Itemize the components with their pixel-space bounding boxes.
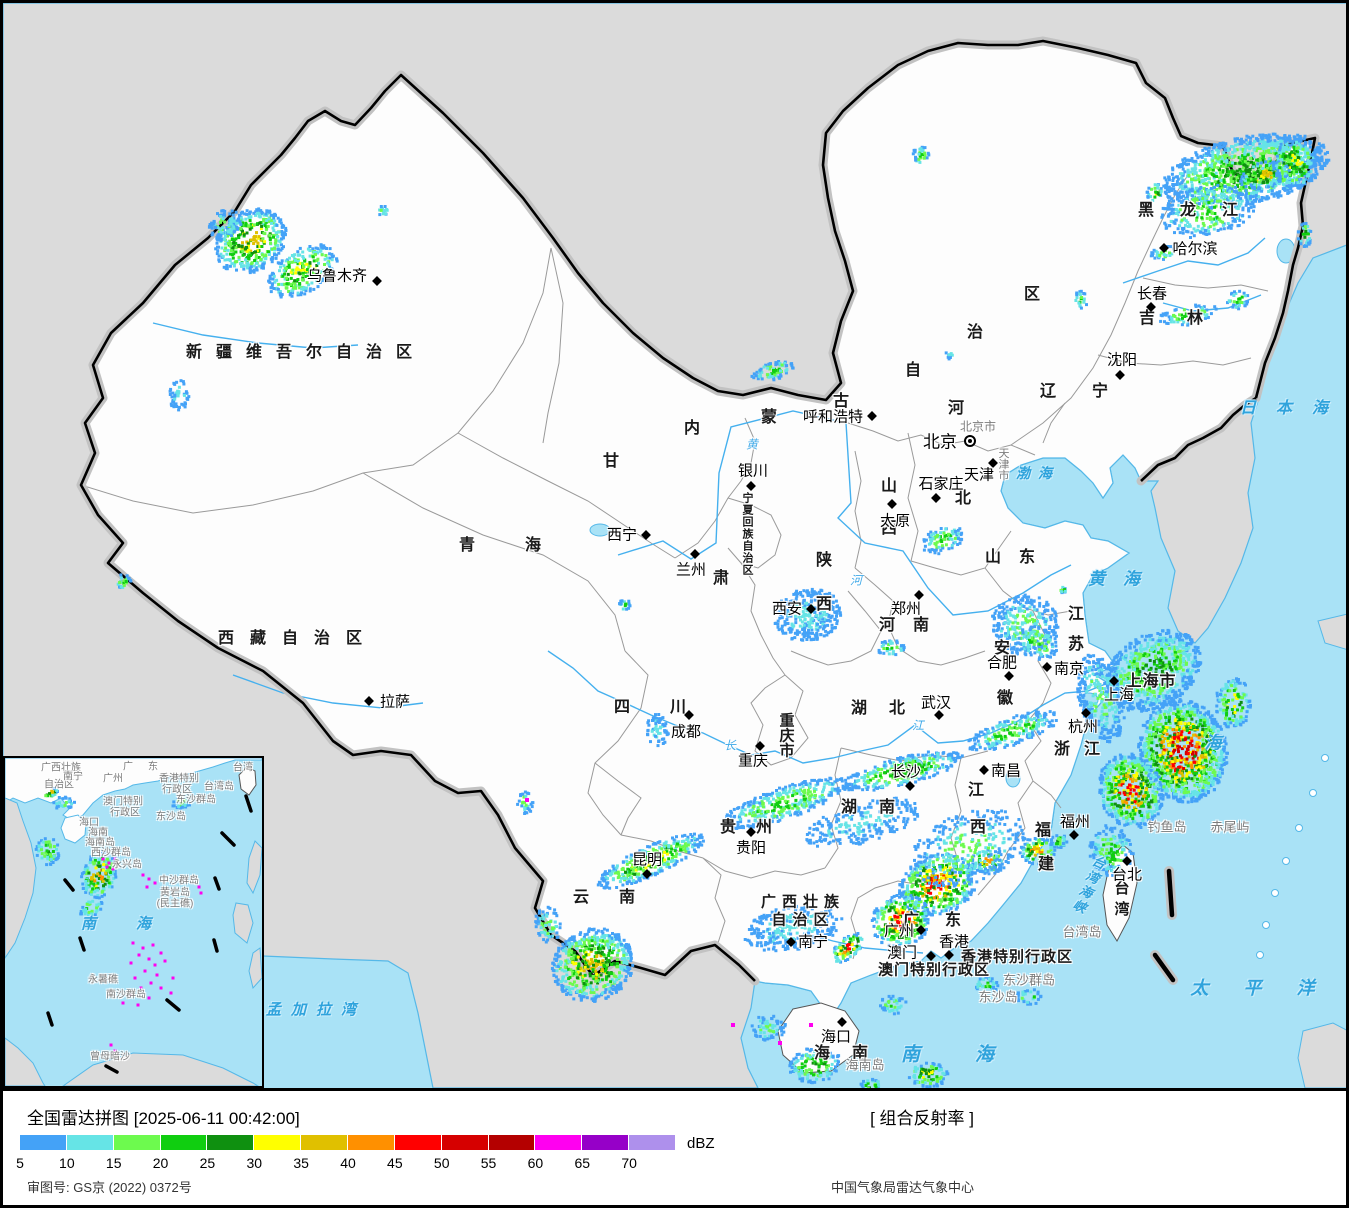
colorbar-cell	[160, 1135, 207, 1150]
dbz-tick: 25	[199, 1155, 216, 1171]
map-title: 全国雷达拼图 [2025-06-11 00:42:00]	[27, 1109, 300, 1128]
clutter-dot	[731, 1023, 735, 1027]
capital-marker	[964, 435, 976, 447]
dbz-tick: 55	[480, 1155, 497, 1171]
dbz-tick: 20	[152, 1155, 169, 1171]
south-china-sea-inset	[3, 756, 264, 1088]
dbz-tick: 5	[16, 1155, 24, 1171]
map-area: 新疆维吾尔自治区 西藏自治区 青海甘肃四川 云南 贵州 重庆市 陕西 湖北 湖南 河南 山西 山东河北…	[3, 3, 1346, 1088]
dbz-tick-labels: 5 10 15 20 25 30 35 40 45 50 55 60 65 70	[3, 1155, 1346, 1171]
kyushu-land	[1317, 613, 1346, 650]
clutter-dot	[778, 1041, 782, 1045]
luzon-land	[1297, 1022, 1346, 1088]
colorbar-cell	[254, 1135, 301, 1150]
colorbar-cell	[582, 1135, 629, 1150]
dbz-tick: 10	[59, 1155, 75, 1171]
dbz-tick: 70	[621, 1155, 637, 1171]
colorbar-cell	[535, 1135, 582, 1150]
colorbar-cell	[113, 1135, 160, 1150]
dbz-tick: 35	[293, 1155, 309, 1171]
dbz-tick: 45	[387, 1155, 403, 1171]
dbz-unit-label: dBZ	[687, 1135, 715, 1152]
colorbar-cell	[66, 1135, 113, 1150]
dbz-tick: 60	[527, 1155, 544, 1171]
inset-canvas	[5, 758, 262, 1086]
colorbar-cell	[441, 1135, 488, 1150]
dbz-colorbar	[20, 1135, 676, 1150]
colorbar-cell	[207, 1135, 254, 1150]
national-border	[76, 36, 1320, 986]
colorbar-cell	[301, 1135, 348, 1150]
map-base-canvas	[3, 3, 1346, 1088]
product-label: [ 组合反射率 ]	[870, 1109, 974, 1128]
radar-echo-layer	[116, 132, 1331, 1088]
colorbar-cell	[348, 1135, 394, 1150]
ryukyu-islands	[1256, 754, 1329, 959]
nine-dash-line-segments	[1150, 866, 1178, 985]
approval-number: 审图号: GS京 (2022) 0372号	[27, 1180, 192, 1195]
dbz-tick: 65	[574, 1155, 591, 1171]
colorbar-cell	[20, 1135, 66, 1150]
credit-label: 中国气象局雷达气象中心	[830, 1180, 974, 1195]
colorbar-cell	[629, 1135, 676, 1150]
colorbar-cell	[488, 1135, 535, 1150]
legend-panel: 全国雷达拼图 [2025-06-11 00:42:00] [ 组合反射率 ] 5…	[3, 1088, 1346, 1205]
dbz-tick: 40	[340, 1155, 356, 1171]
dbz-tick: 50	[433, 1155, 450, 1171]
clutter-dot	[809, 1023, 813, 1027]
clutter-dot	[525, 798, 529, 802]
dbz-tick: 15	[105, 1155, 122, 1171]
colorbar-cell	[394, 1135, 441, 1150]
dbz-tick: 30	[246, 1155, 263, 1171]
province-boundaries	[80, 174, 1269, 960]
